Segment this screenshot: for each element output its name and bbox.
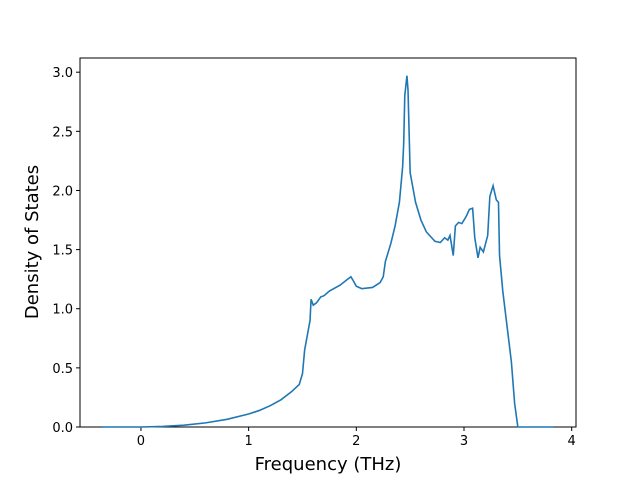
x-tick-label: 1: [244, 434, 252, 449]
y-tick-label: 0.0: [52, 421, 73, 436]
y-tick-label: 1.0: [52, 303, 73, 318]
y-axis-label: Density of States: [22, 165, 43, 319]
y-tick-label: 0.5: [52, 362, 73, 377]
x-tick-label: 4: [568, 434, 576, 449]
y-tick-label: 2.5: [52, 125, 73, 140]
x-tick-label: 0: [137, 434, 145, 449]
plot-frame: [79, 57, 577, 428]
data-line: [102, 75, 554, 428]
x-axis-label: Frequency (THz): [255, 454, 402, 475]
y-tick-label: 1.5: [52, 244, 73, 259]
x-tick-label: 2: [352, 434, 360, 449]
y-tick-label: 2.0: [52, 184, 73, 199]
x-tick-label: 3: [460, 434, 468, 449]
y-tick-label: 3.0: [52, 66, 73, 81]
